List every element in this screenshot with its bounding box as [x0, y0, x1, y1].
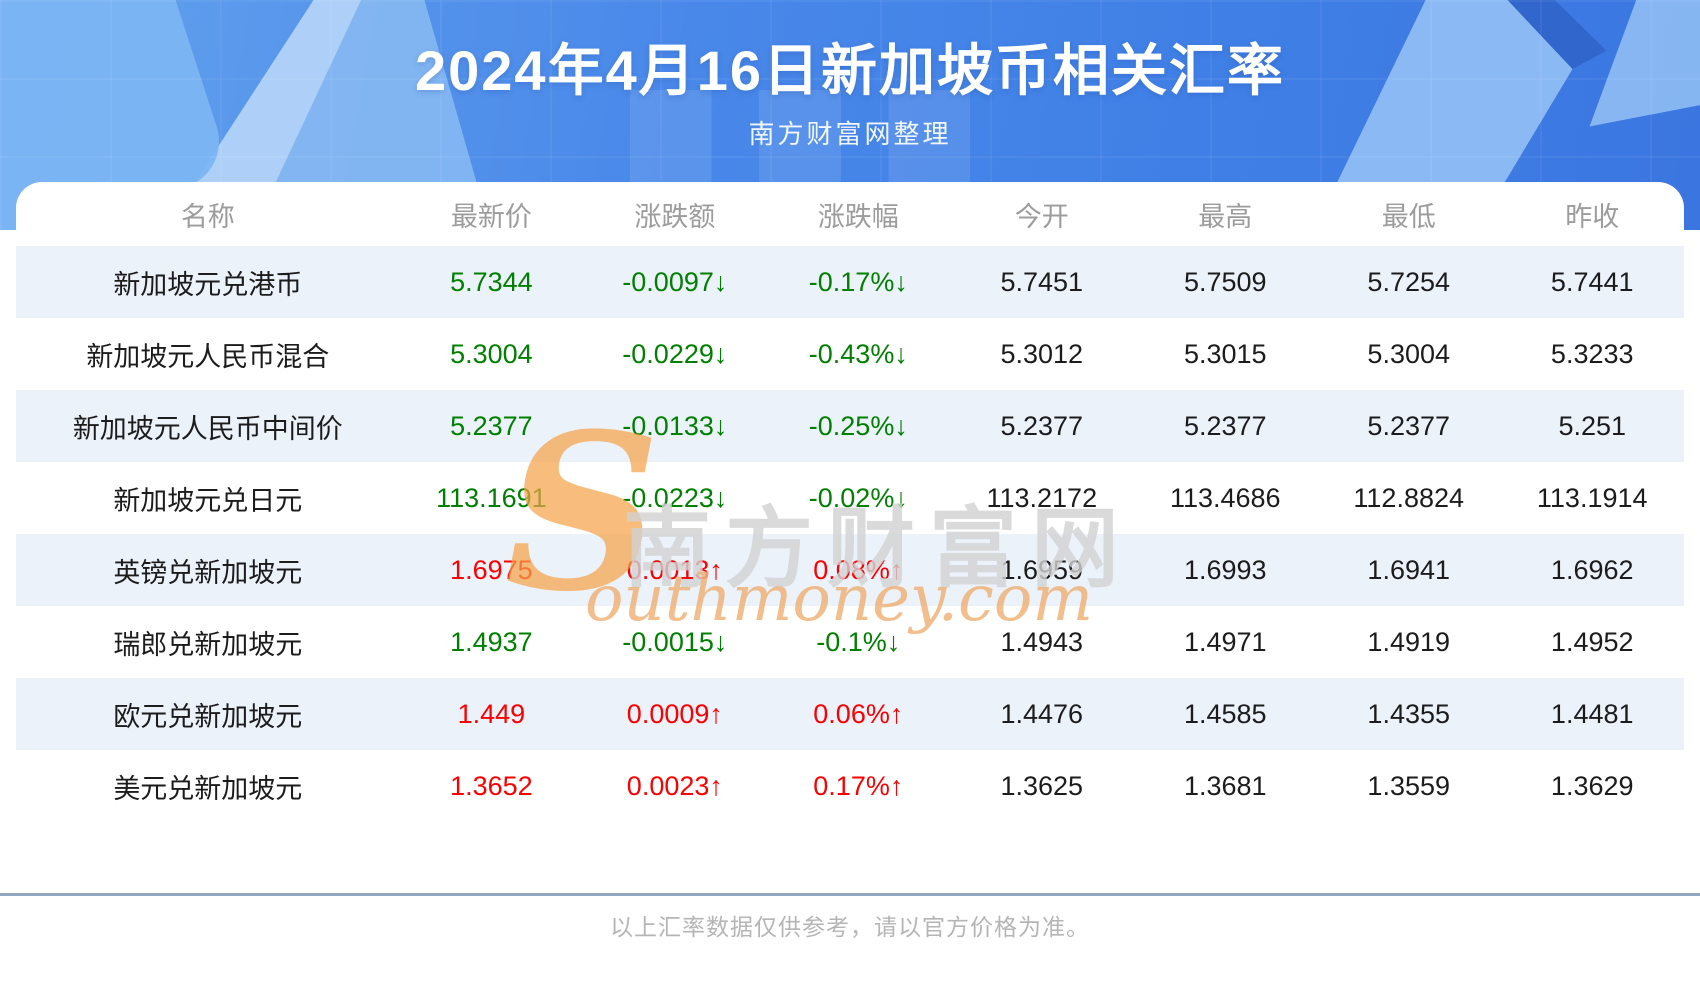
- table-row: 新加坡元人民币中间价 5.2377 -0.0133↓ -0.25%↓ 5.2377 5.2…: [16, 390, 1684, 462]
- column-header-6: 最低: [1381, 201, 1436, 232]
- cell-open: 5.3012: [1000, 338, 1084, 369]
- cell-prev_close: 1.6962: [1550, 554, 1634, 585]
- table-body: 新加坡元兑港币 5.7344 -0.0097↓ -0.17%↓ 5.7451 5.7509…: [16, 246, 1684, 822]
- cell-low: 1.4355: [1367, 698, 1451, 729]
- column-header-2: 涨跌额: [634, 201, 716, 232]
- cell-open: 5.7451: [1000, 266, 1084, 297]
- cell-change_pct: -0.25%↓: [808, 410, 908, 441]
- cell-change: 0.0023↑: [626, 770, 723, 801]
- column-header-5: 最高: [1198, 201, 1253, 232]
- cell-change: -0.0223↓: [622, 482, 728, 513]
- cell-open: 1.3625: [1000, 770, 1084, 801]
- cell-prev_close: 1.4952: [1550, 626, 1634, 657]
- cell-prev_close: 5.7441: [1550, 266, 1634, 297]
- cell-latest: 1.449: [457, 698, 526, 729]
- cell-latest: 1.3652: [450, 770, 533, 801]
- cell-name: 新加坡元人民币混合: [86, 341, 330, 372]
- cell-change_pct: -0.17%↓: [808, 266, 908, 297]
- cell-name: 新加坡元人民币中间价: [72, 413, 343, 444]
- cell-change: -0.0133↓: [622, 410, 728, 441]
- table-row: 新加坡元兑港币 5.7344 -0.0097↓ -0.17%↓ 5.7451 5.7509…: [16, 246, 1684, 318]
- cell-change: 0.0009↑: [626, 698, 723, 729]
- rates-table: 名称 最新价 涨跌额 涨跌幅 今开 最高 最低 昨收 新加坡元兑港币 5.7344 -0.0097…: [16, 182, 1684, 822]
- cell-name: 新加坡元兑港币: [113, 269, 303, 300]
- cell-high: 1.4971: [1183, 626, 1267, 657]
- cell-latest: 5.2377: [450, 410, 533, 441]
- cell-low: 5.3004: [1367, 338, 1451, 369]
- cell-name: 美元兑新加坡元: [113, 773, 303, 804]
- column-header-7: 昨收: [1565, 201, 1620, 232]
- cell-change: -0.0097↓: [622, 266, 728, 297]
- cell-latest: 1.4937: [450, 626, 533, 657]
- table-row: 欧元兑新加坡元 1.449 0.0009↑ 0.06%↑ 1.4476 1.4585 1.4…: [16, 678, 1684, 750]
- cell-high: 113.4686: [1169, 482, 1281, 513]
- table-row: 美元兑新加坡元 1.3652 0.0023↑ 0.17%↑ 1.3625 1.3681 1.…: [16, 750, 1684, 822]
- cell-open: 1.6959: [1000, 554, 1084, 585]
- cell-prev_close: 1.3629: [1550, 770, 1634, 801]
- cell-prev_close: 5.251: [1558, 410, 1627, 441]
- table-row: 英镑兑新加坡元 1.6975 0.0013↑ 0.08%↑ 1.6959 1.6993 1.…: [16, 534, 1684, 606]
- cell-change_pct: 0.06%↑: [813, 698, 904, 729]
- cell-change_pct: -0.43%↓: [808, 338, 908, 369]
- cell-change: -0.0015↓: [622, 626, 728, 657]
- cell-name: 欧元兑新加坡元: [113, 701, 303, 732]
- cell-change_pct: 0.08%↑: [813, 554, 904, 585]
- cell-open: 5.2377: [1000, 410, 1084, 441]
- cell-high: 1.4585: [1183, 698, 1267, 729]
- cell-latest: 113.1691: [436, 482, 547, 513]
- column-header-4: 今开: [1014, 201, 1069, 232]
- cell-change: -0.0229↓: [622, 338, 728, 369]
- page-subtitle: 南方财富网整理: [748, 119, 952, 149]
- footer-disclaimer: 以上汇率数据仅供参考，请以官方价格为准。: [610, 914, 1090, 940]
- cell-low: 1.4919: [1367, 626, 1451, 657]
- cell-low: 1.3559: [1367, 770, 1451, 801]
- table-header-row: 名称 最新价 涨跌额 涨跌幅 今开 最高 最低 昨收: [16, 182, 1684, 246]
- table-row: 瑞郎兑新加坡元 1.4937 -0.0015↓ -0.1%↓ 1.4943 1.4971 1…: [16, 606, 1684, 678]
- cell-change_pct: 0.17%↑: [813, 770, 904, 801]
- cell-open: 1.4476: [1000, 698, 1084, 729]
- cell-prev_close: 113.1914: [1536, 482, 1648, 513]
- cell-low: 5.7254: [1367, 266, 1451, 297]
- column-header-1: 最新价: [450, 201, 532, 232]
- table-row: 新加坡元人民币混合 5.3004 -0.0229↓ -0.43%↓ 5.3012 5.30…: [16, 318, 1684, 390]
- column-header-3: 涨跌幅: [817, 201, 899, 232]
- rates-card: 名称 最新价 涨跌额 涨跌幅 今开 最高 最低 昨收 新加坡元兑港币 5.7344 -0.0097…: [16, 182, 1684, 1000]
- cell-high: 1.6993: [1183, 554, 1267, 585]
- cell-latest: 5.3004: [450, 338, 533, 369]
- cell-open: 1.4943: [1000, 626, 1084, 657]
- cell-high: 5.3015: [1183, 338, 1267, 369]
- cell-prev_close: 1.4481: [1550, 698, 1634, 729]
- cell-latest: 1.6975: [450, 554, 533, 585]
- cell-latest: 5.7344: [450, 266, 533, 297]
- cell-open: 113.2172: [986, 482, 1098, 513]
- cell-change_pct: -0.1%↓: [816, 626, 901, 657]
- cell-high: 5.2377: [1183, 410, 1267, 441]
- cell-low: 5.2377: [1367, 410, 1451, 441]
- cell-change_pct: -0.02%↓: [808, 482, 908, 513]
- cell-high: 1.3681: [1183, 770, 1267, 801]
- cell-name: 英镑兑新加坡元: [113, 557, 303, 588]
- cell-change: 0.0013↑: [626, 554, 723, 585]
- cell-name: 瑞郎兑新加坡元: [113, 629, 303, 660]
- cell-name: 新加坡元兑日元: [113, 485, 303, 516]
- footer-divider: [0, 893, 1700, 896]
- table-row: 新加坡元兑日元 113.1691 -0.0223↓ -0.02%↓ 113.2172 11…: [16, 462, 1684, 534]
- cell-high: 5.7509: [1183, 266, 1267, 297]
- cell-low: 112.8824: [1353, 482, 1465, 513]
- cell-prev_close: 5.3233: [1550, 338, 1634, 369]
- cell-low: 1.6941: [1367, 554, 1451, 585]
- page-title: 2024年4月16日新加坡币相关汇率: [414, 39, 1285, 102]
- column-header-0: 名称: [180, 201, 235, 232]
